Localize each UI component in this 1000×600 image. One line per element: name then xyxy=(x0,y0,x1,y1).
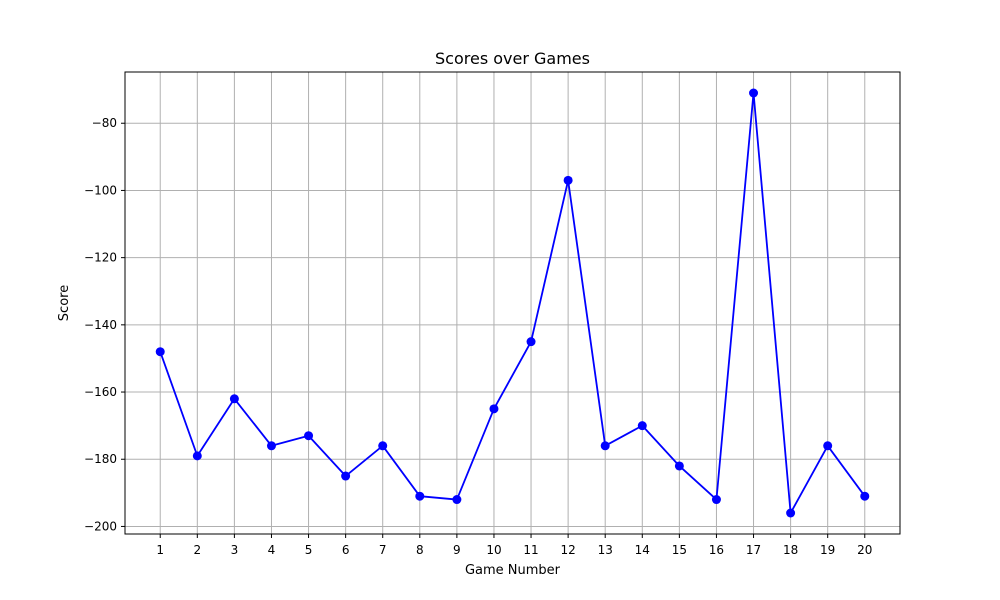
data-point xyxy=(341,471,351,481)
x-tick-label: 7 xyxy=(379,543,387,557)
data-point xyxy=(378,441,388,451)
x-tick-label: 10 xyxy=(486,543,501,557)
x-tick-label: 8 xyxy=(416,543,424,557)
series-layer xyxy=(155,88,870,518)
x-tick-label: 11 xyxy=(523,543,538,557)
data-point xyxy=(415,491,425,501)
grid xyxy=(125,72,900,534)
data-point xyxy=(266,441,276,451)
y-tick-label: −100 xyxy=(84,183,117,197)
data-point xyxy=(229,394,239,404)
y-axis-ticks: −200 −180 −160 −140 −120 −100 −80 xyxy=(84,116,125,533)
x-tick-label: 16 xyxy=(709,543,724,557)
data-point xyxy=(489,404,499,414)
data-point xyxy=(452,495,462,505)
x-tick-label: 9 xyxy=(453,543,461,557)
chart-title: Scores over Games xyxy=(435,49,590,68)
plot-area-frame xyxy=(124,71,901,535)
x-tick-label: 18 xyxy=(783,543,798,557)
y-tick-label: −160 xyxy=(84,385,117,399)
x-axis-label: Game Number xyxy=(465,563,561,578)
data-point xyxy=(563,175,573,185)
y-tick-label: −120 xyxy=(84,251,117,265)
x-tick-label: 6 xyxy=(342,543,350,557)
data-point xyxy=(600,441,610,451)
data-point xyxy=(637,421,647,431)
y-tick-label: −140 xyxy=(84,318,117,332)
x-axis-ticks: 1 2 3 4 5 6 7 8 9 10 11 12 13 14 15 16 17 18 19 20 xyxy=(156,534,872,557)
data-point xyxy=(786,508,796,518)
data-point xyxy=(304,431,314,441)
x-tick-label: 19 xyxy=(820,543,835,557)
x-tick-label: 3 xyxy=(231,543,239,557)
data-point xyxy=(860,491,870,501)
x-tick-label: 13 xyxy=(598,543,613,557)
y-tick-label: −200 xyxy=(84,519,117,533)
y-tick-label: −80 xyxy=(92,116,117,130)
x-tick-label: 5 xyxy=(305,543,313,557)
data-point xyxy=(526,337,536,347)
x-tick-label: 17 xyxy=(746,543,761,557)
data-point xyxy=(192,451,202,461)
x-tick-label: 4 xyxy=(268,543,276,557)
y-axis-label: Score xyxy=(57,285,72,321)
data-point xyxy=(823,441,833,451)
x-tick-label: 1 xyxy=(156,543,164,557)
data-point xyxy=(711,495,721,505)
data-point xyxy=(749,88,759,98)
data-point xyxy=(155,347,165,357)
x-tick-label: 2 xyxy=(193,543,201,557)
x-tick-label: 15 xyxy=(672,543,687,557)
y-tick-label: −180 xyxy=(84,452,117,466)
x-tick-label: 12 xyxy=(560,543,575,557)
series-line xyxy=(159,92,866,514)
data-point xyxy=(674,461,684,471)
x-tick-label: 20 xyxy=(857,543,872,557)
x-tick-label: 14 xyxy=(635,543,650,557)
